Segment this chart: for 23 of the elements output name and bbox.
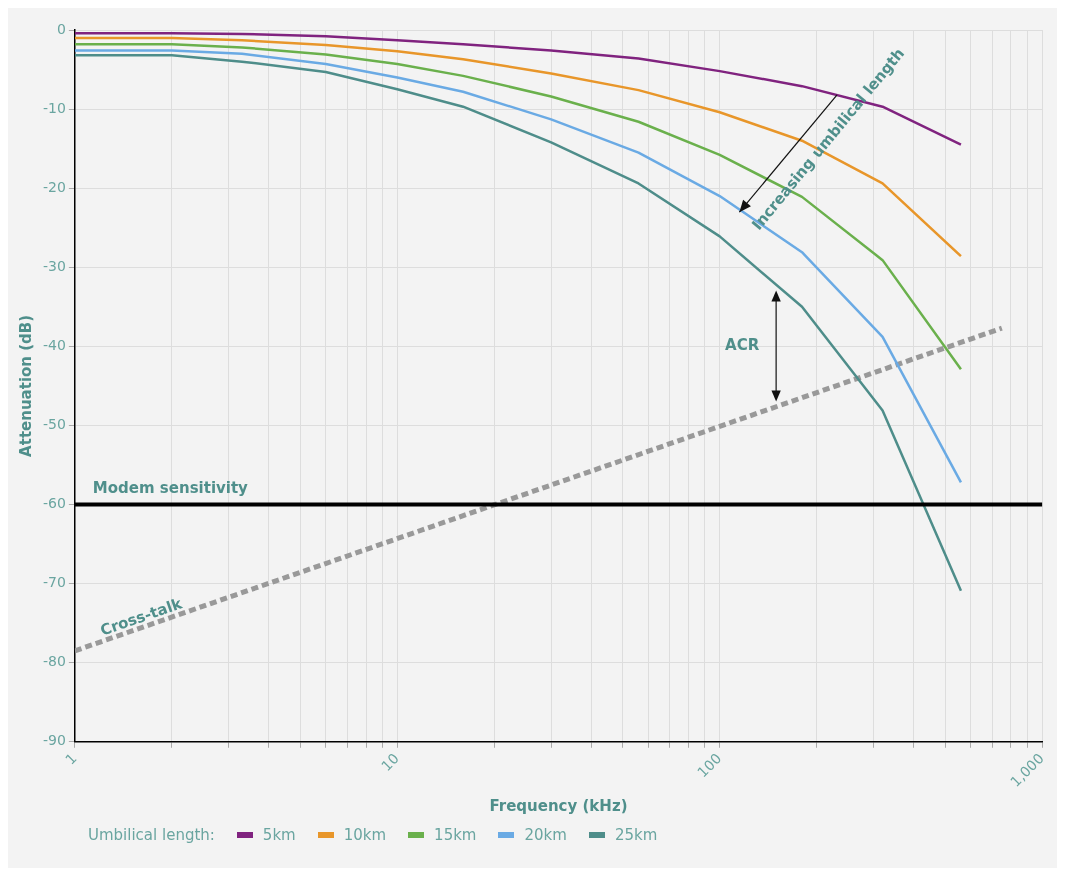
ref-line-label: Modem sensitivity [92,478,249,497]
y-tick-label: -40 [42,336,66,353]
y-tick-label: -80 [42,653,66,670]
legend-label: 10km [343,826,387,844]
y-tick-label: -90 [42,732,66,749]
x-tick-label: 1 [61,750,80,768]
annotation: ACR [725,335,760,354]
x-tick-label: 100 [694,750,725,781]
legend-label: 20km [524,826,567,844]
y-tick-label: -70 [42,574,66,591]
legend-title: Umbilical length: [88,826,215,844]
x-tick-label: 10 [378,750,402,775]
legend-label: 15km [434,826,477,844]
y-axis-title: Attenuation (dB) [16,314,35,457]
y-tick-label: -50 [42,416,66,433]
y-tick-label: -60 [42,495,66,512]
y-tick-label: -20 [42,178,66,195]
legend-label: 5km [262,826,296,844]
y-tick-label: 0 [56,20,66,37]
y-tick-label: -30 [42,257,66,274]
legend-label: 25km [614,826,658,844]
x-axis-title: Frequency (kHz) [489,796,628,815]
y-tick-label: -10 [42,99,66,116]
